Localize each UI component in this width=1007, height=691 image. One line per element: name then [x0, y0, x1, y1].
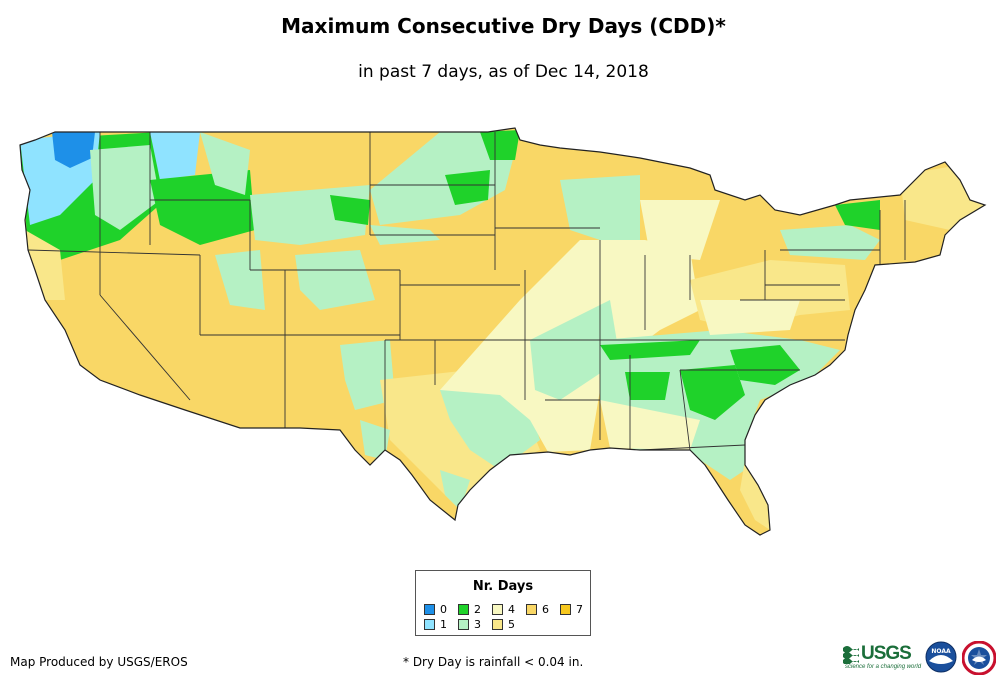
usgs-wave-icon [843, 646, 859, 664]
legend-swatch [424, 619, 435, 630]
legend-label: 0 [440, 603, 447, 616]
legend-swatch [492, 604, 503, 615]
legend-label: 5 [508, 618, 515, 631]
legend-swatch [424, 604, 435, 615]
producer-credit: Map Produced by USGS/EROS [10, 655, 188, 669]
map-title: Maximum Consecutive Dry Days (CDD)* [281, 14, 726, 38]
legend-label: 7 [576, 603, 583, 616]
legend-title: Nr. Days [472, 579, 534, 594]
usgs-wordmark: USGS [861, 643, 912, 664]
legend-item-3: 3 [458, 619, 481, 631]
legend-swatch [458, 619, 469, 630]
legend-label: 6 [542, 603, 549, 616]
usgs-logo: USGS science for a changing world [843, 642, 921, 672]
legend-item-1: 1 [424, 619, 447, 631]
legend: Nr. Days 0 1 2 3 4 5 6 7 [415, 570, 591, 636]
legend-item-2: 2 [458, 604, 481, 616]
nws-logo-icon [962, 641, 996, 675]
legend-label: 3 [474, 618, 481, 631]
legend-item-6: 6 [526, 604, 549, 616]
map-subtitle: in past 7 days, as of Dec 14, 2018 [358, 62, 649, 82]
legend-swatch [458, 604, 469, 615]
legend-item-0: 0 [424, 604, 447, 616]
usgs-tagline: science for a changing world [845, 664, 922, 670]
noaa-logo-icon: NOAA [925, 641, 957, 673]
legend-item-5: 5 [492, 619, 515, 631]
cdd-map [19, 127, 987, 536]
legend-label: 1 [440, 618, 447, 631]
legend-label: 2 [474, 603, 481, 616]
legend-swatch [492, 619, 503, 630]
legend-swatch [560, 604, 571, 615]
legend-label: 4 [508, 603, 515, 616]
dry-day-footnote: * Dry Day is rainfall < 0.04 in. [403, 655, 584, 669]
legend-swatch [526, 604, 537, 615]
legend-item-7: 7 [560, 604, 583, 616]
legend-item-4: 4 [492, 604, 515, 616]
noaa-wordmark: NOAA [931, 648, 951, 655]
